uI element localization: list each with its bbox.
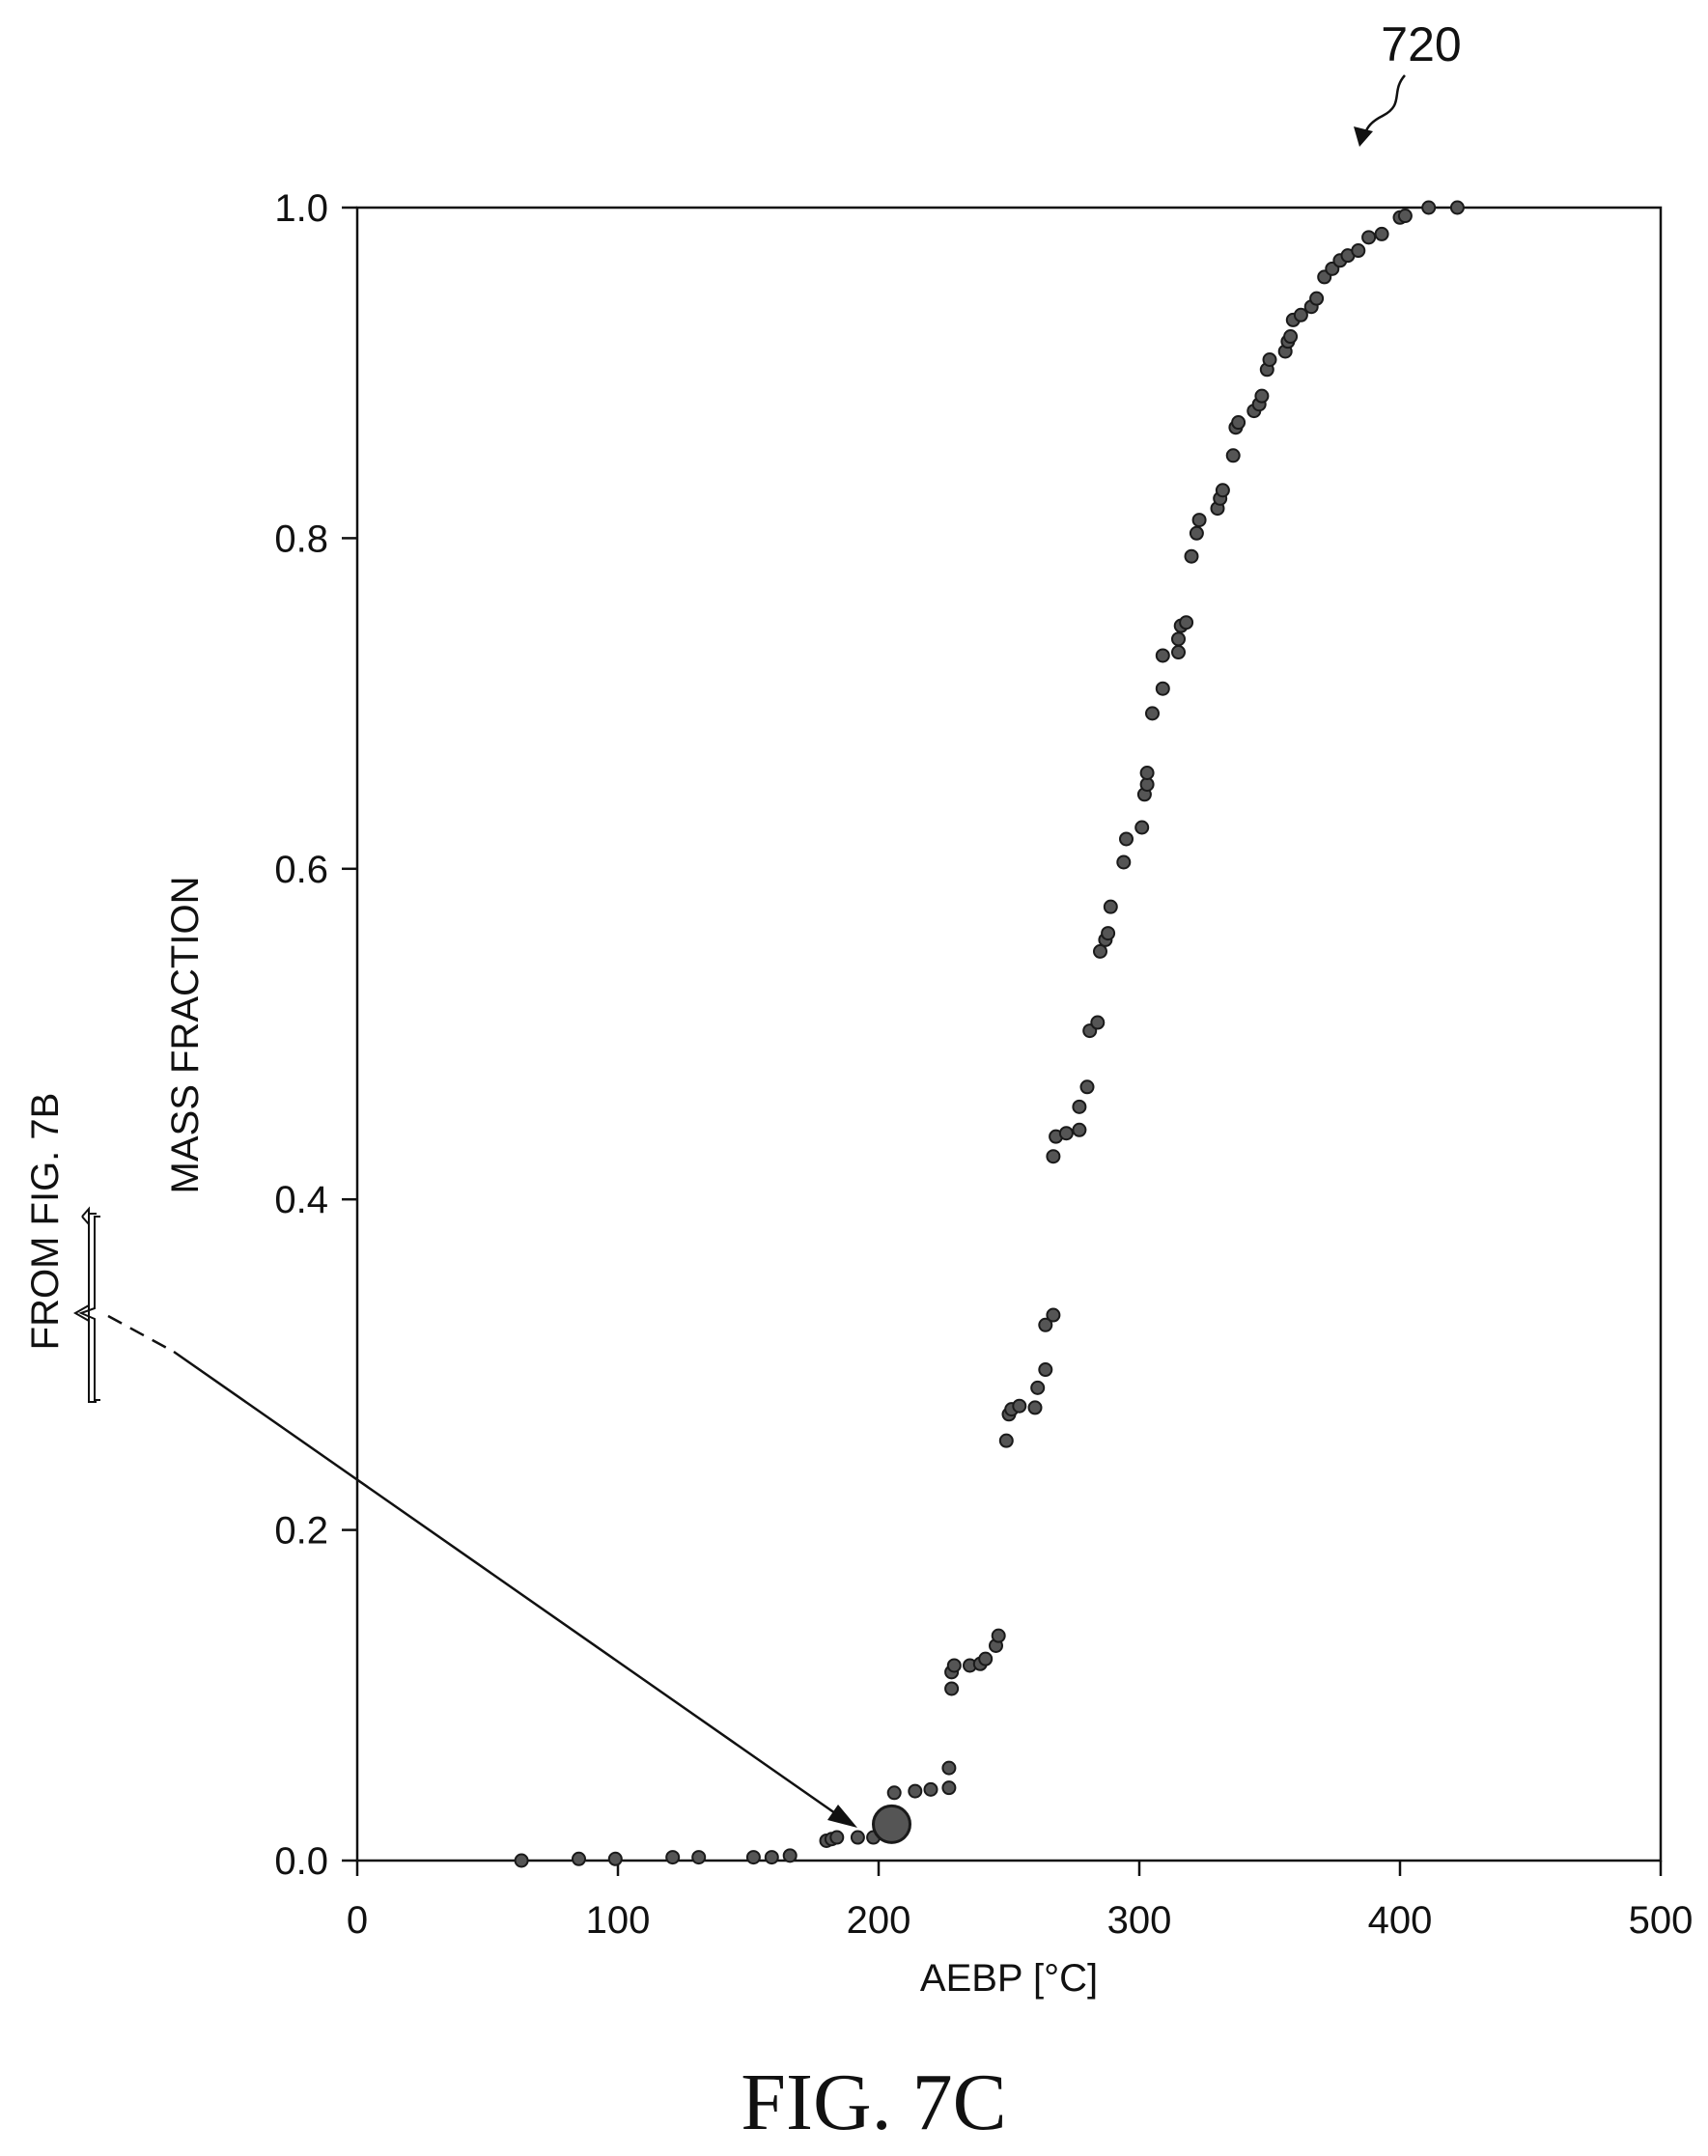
y-tick-label: 0.6 (274, 849, 328, 891)
reference-leader-line (1363, 74, 1406, 134)
data-point (1116, 854, 1132, 870)
data-point (886, 1785, 902, 1801)
figure-label: FIG. 7C (741, 2058, 1006, 2147)
plot-frame (355, 206, 1663, 1862)
data-point (1361, 230, 1377, 245)
data-point (1421, 200, 1437, 215)
x-axis-label: AEBP [°C] (920, 1957, 1098, 2000)
x-tick-label: 200 (847, 1899, 911, 1942)
highlighted-point (872, 1804, 911, 1844)
y-tick-label: 0.4 (274, 1179, 328, 1221)
data-point (1293, 307, 1308, 322)
data-point (1171, 631, 1186, 647)
data-point (665, 1850, 681, 1865)
data-point (1215, 483, 1230, 498)
data-point (1189, 525, 1204, 541)
data-point (829, 1830, 845, 1845)
x-tick-label: 100 (586, 1899, 651, 1942)
data-point (1225, 448, 1241, 463)
data-point (1072, 1099, 1087, 1114)
from-brace-inner (78, 1216, 100, 1401)
data-point (1145, 706, 1160, 721)
data-point (946, 1658, 962, 1673)
data-point (691, 1850, 707, 1865)
data-point (1449, 200, 1465, 215)
data-point (1058, 1126, 1074, 1141)
reference-numeral: 720 (1381, 17, 1461, 71)
y-tick-label: 1.0 (274, 187, 328, 230)
data-point (1046, 1149, 1061, 1164)
data-point (572, 1851, 586, 1866)
y-tick-label: 0.8 (274, 518, 328, 560)
data-point (908, 1783, 923, 1799)
y-tick-label: 0.0 (274, 1840, 328, 1883)
data-point (1038, 1362, 1053, 1378)
data-point (944, 1681, 960, 1696)
data-point (1155, 681, 1170, 696)
y-tick-label: 0.2 (274, 1510, 328, 1553)
data-point (607, 1851, 623, 1866)
data-point (1012, 1398, 1027, 1414)
data-point (1030, 1380, 1046, 1395)
data-point (1139, 766, 1155, 781)
data-point (1179, 615, 1194, 630)
data-point (1231, 415, 1246, 431)
data-point (1101, 926, 1116, 941)
from-dashed-line (107, 1314, 175, 1354)
data-point (764, 1850, 779, 1865)
data-point (1155, 648, 1170, 663)
data-point (991, 1628, 1006, 1643)
data-point (1119, 831, 1134, 847)
data-point (850, 1830, 865, 1845)
data-point (514, 1853, 529, 1868)
from-pointer-arrowhead (827, 1805, 857, 1828)
from-figure-label: FROM FIG. 7B (24, 1093, 67, 1351)
data-point (1038, 1317, 1053, 1332)
x-tick-label: 500 (1629, 1899, 1694, 1942)
data-points (514, 200, 1465, 1868)
from-brace-top (72, 1213, 97, 1403)
data-point (1079, 1079, 1095, 1095)
data-point (1254, 388, 1270, 404)
data-point (782, 1848, 798, 1863)
data-point (1171, 645, 1186, 660)
reference-arrowhead (1354, 126, 1373, 147)
x-axis-ticks: 0 100 200 300 400 500 (347, 1861, 1694, 1942)
data-point (1103, 899, 1118, 914)
data-point (1093, 943, 1107, 959)
x-tick-label: 400 (1368, 1899, 1433, 1942)
data-point (941, 1760, 957, 1776)
y-axis-ticks: 0.0 0.2 0.4 0.6 0.8 1.0 (274, 187, 357, 1883)
data-point (1374, 226, 1389, 241)
data-point (978, 1651, 994, 1666)
data-point (1027, 1400, 1043, 1415)
data-point (1184, 548, 1199, 564)
x-tick-label: 0 (347, 1899, 368, 1942)
x-tick-label: 300 (1107, 1899, 1172, 1942)
data-point (1090, 1015, 1106, 1030)
y-axis-label: MASS FRACTION (164, 877, 207, 1194)
data-point (1397, 209, 1413, 224)
data-point (1046, 1307, 1061, 1323)
data-point (1283, 329, 1299, 345)
data-point (1191, 513, 1207, 528)
from-pointer-line (173, 1350, 836, 1815)
data-point (998, 1433, 1014, 1448)
data-point (1351, 243, 1366, 259)
data-point (1072, 1122, 1087, 1137)
data-point (923, 1781, 938, 1797)
data-point (745, 1850, 761, 1865)
data-point (1309, 291, 1325, 306)
data-point (1134, 820, 1150, 835)
data-point (1262, 352, 1277, 368)
data-point (941, 1780, 957, 1796)
